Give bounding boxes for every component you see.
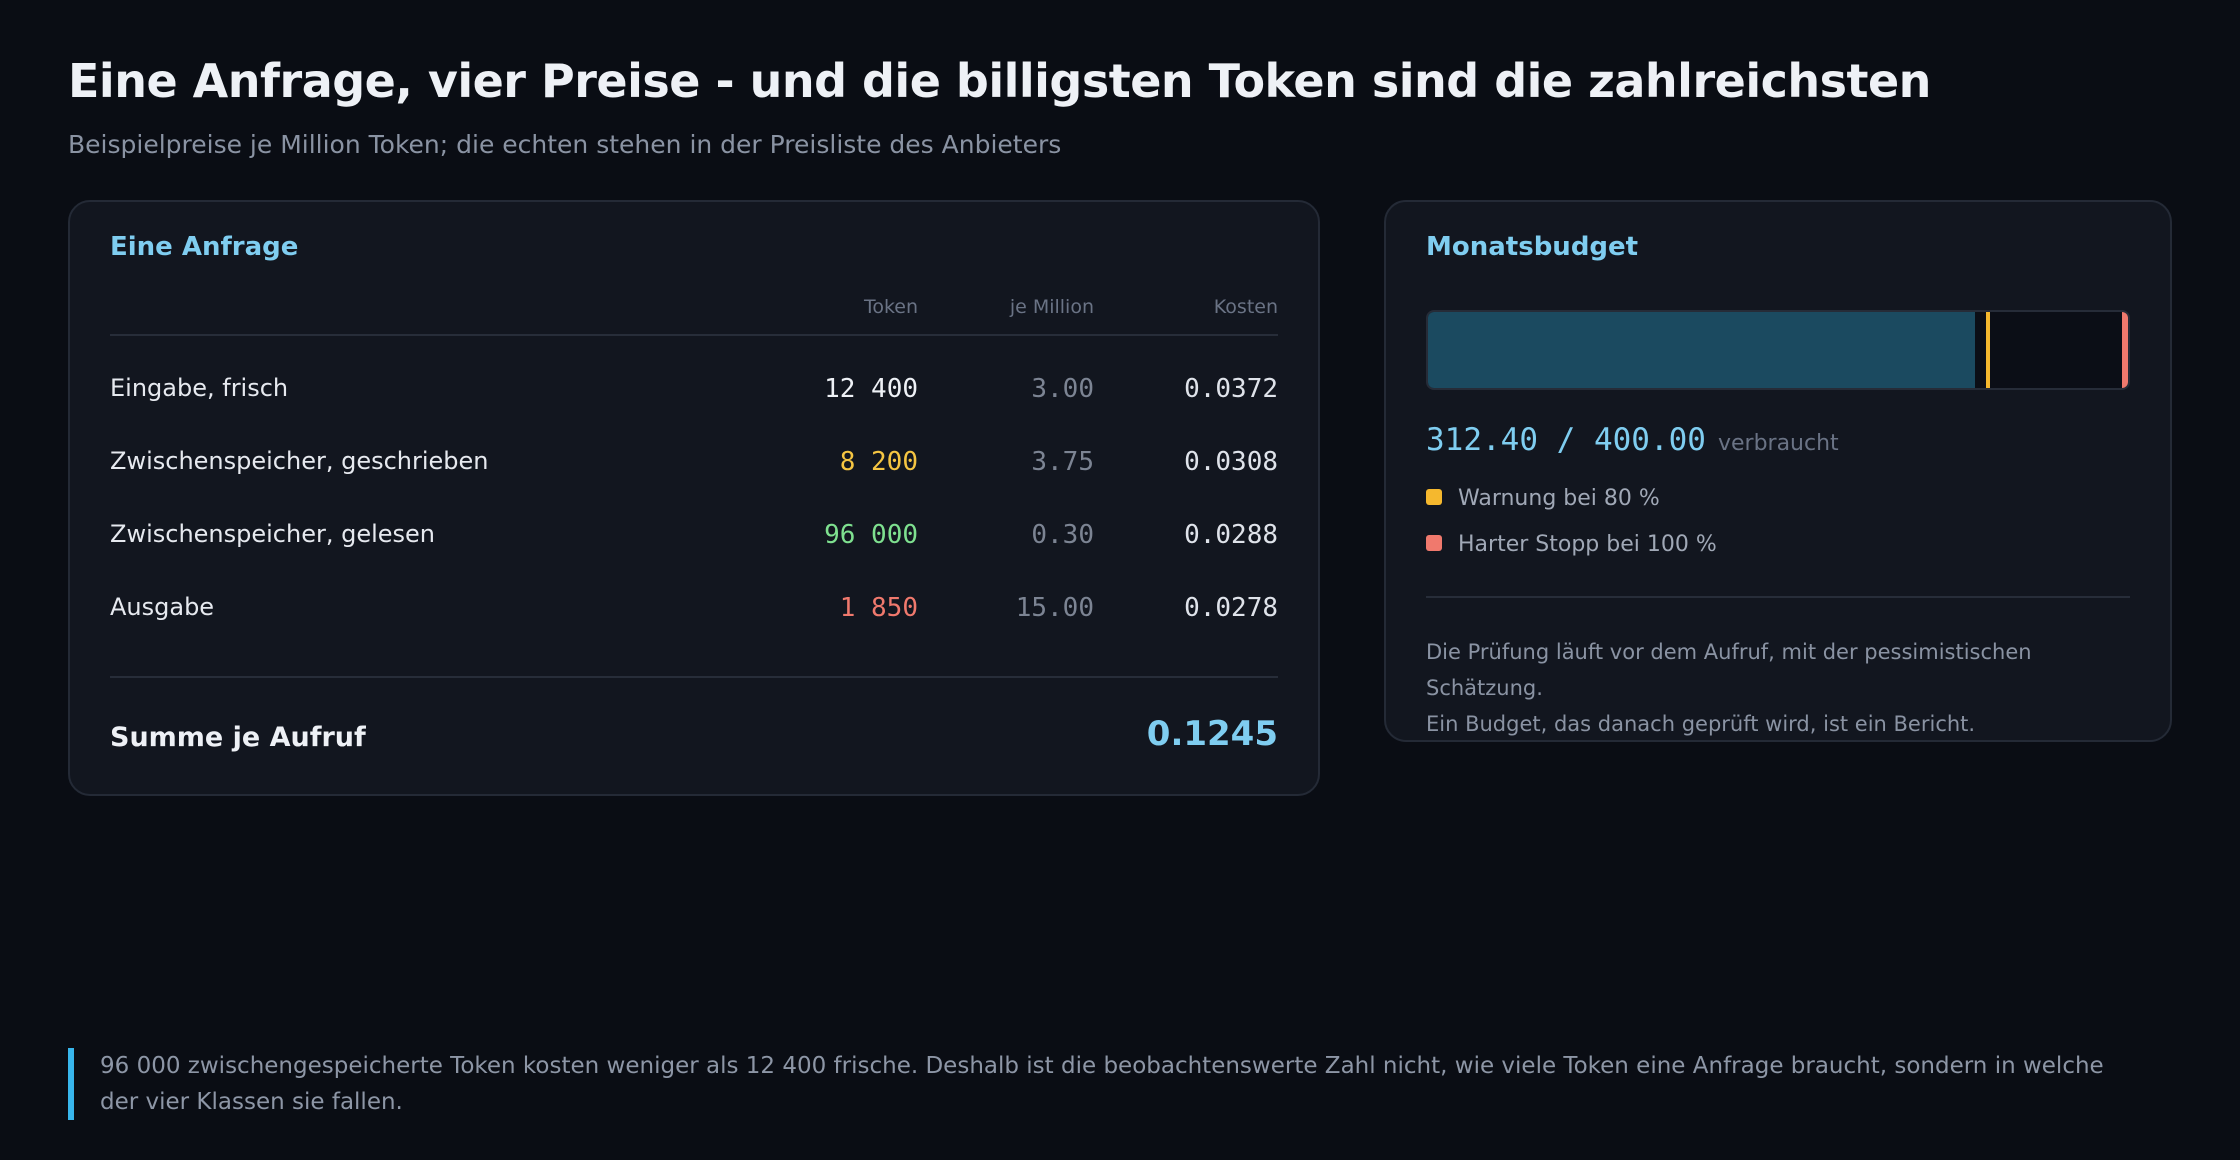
request-card: Eine Anfrage Token je Million Kosten Ein… [68,200,1320,796]
legend-item-warning: Warnung bei 80 % [1426,486,1660,511]
budget-note-line: Ein Budget, das danach geprüft wird, ist… [1426,712,1976,736]
row-price: 3.75 [1031,447,1094,477]
column-header-token: Token [863,296,918,318]
row-cost: 0.0308 [1184,447,1278,477]
row-label: Zwischenspeicher, geschrieben [110,447,489,475]
budget-note: Die Prüfung läuft vor dem Aufruf, mit de… [1426,634,2130,742]
budget-progress-bar [1426,310,2130,390]
legend-label-warning: Warnung bei 80 % [1458,486,1660,511]
row-tokens: 8 200 [839,447,918,477]
header-divider [110,334,1278,336]
row-price: 15.00 [1015,593,1094,623]
sum-value: 0.1245 [1146,714,1278,754]
budget-note-line: Die Prüfung läuft vor dem Aufruf, mit de… [1426,640,2032,700]
table-row: Ausgabe 1 850 15.00 0.0278 [110,589,1278,629]
row-cost: 0.0288 [1184,520,1278,550]
page-subtitle: Beispielpreise je Million Token; die ech… [68,130,1062,159]
warning-swatch [1426,489,1442,505]
row-tokens: 96 000 [824,520,918,550]
budget-card-title: Monatsbudget [1426,232,1639,262]
budget-card: Monatsbudget 312.40 / 400.00 verbraucht W… [1384,200,2172,742]
table-row: Eingabe, frisch 12 400 3.00 0.0372 [110,370,1278,410]
budget-usage-unit: verbraucht [1717,431,1839,456]
row-tokens: 12 400 [824,374,918,404]
hard-stop-marker [2122,312,2128,388]
stop-swatch [1426,535,1442,551]
sum-divider [110,676,1278,678]
budget-usage: 312.40 / 400.00 verbraucht [1426,422,1839,458]
legend-label-stop: Harter Stopp bei 100 % [1458,532,1717,557]
legend-item-stop: Harter Stopp bei 100 % [1426,532,1717,557]
budget-usage-value: 312.40 / 400.00 [1426,422,1706,458]
warning-threshold-marker [1986,312,1990,388]
column-header-price: je Million [1009,296,1094,318]
table-row: Zwischenspeicher, gelesen 96 000 0.30 0.… [110,516,1278,556]
request-card-title: Eine Anfrage [110,232,299,262]
table-row: Zwischenspeicher, geschrieben 8 200 3.75… [110,443,1278,483]
footer-callout: 96 000 zwischengespeicherte Token kosten… [68,1048,2148,1120]
row-price: 3.00 [1031,374,1094,404]
row-cost: 0.0372 [1184,374,1278,404]
row-price: 0.30 [1031,520,1094,550]
sum-label: Summe je Aufruf [110,722,366,753]
row-cost: 0.0278 [1184,593,1278,623]
row-label: Ausgabe [110,593,215,621]
budget-progress-fill [1428,312,1975,388]
row-label: Zwischenspeicher, gelesen [110,520,436,548]
row-label: Eingabe, frisch [110,374,289,402]
budget-divider [1426,596,2130,598]
page-title: Eine Anfrage, vier Preise - und die bill… [68,54,1931,108]
column-header-cost: Kosten [1213,296,1278,318]
row-tokens: 1 850 [839,593,918,623]
